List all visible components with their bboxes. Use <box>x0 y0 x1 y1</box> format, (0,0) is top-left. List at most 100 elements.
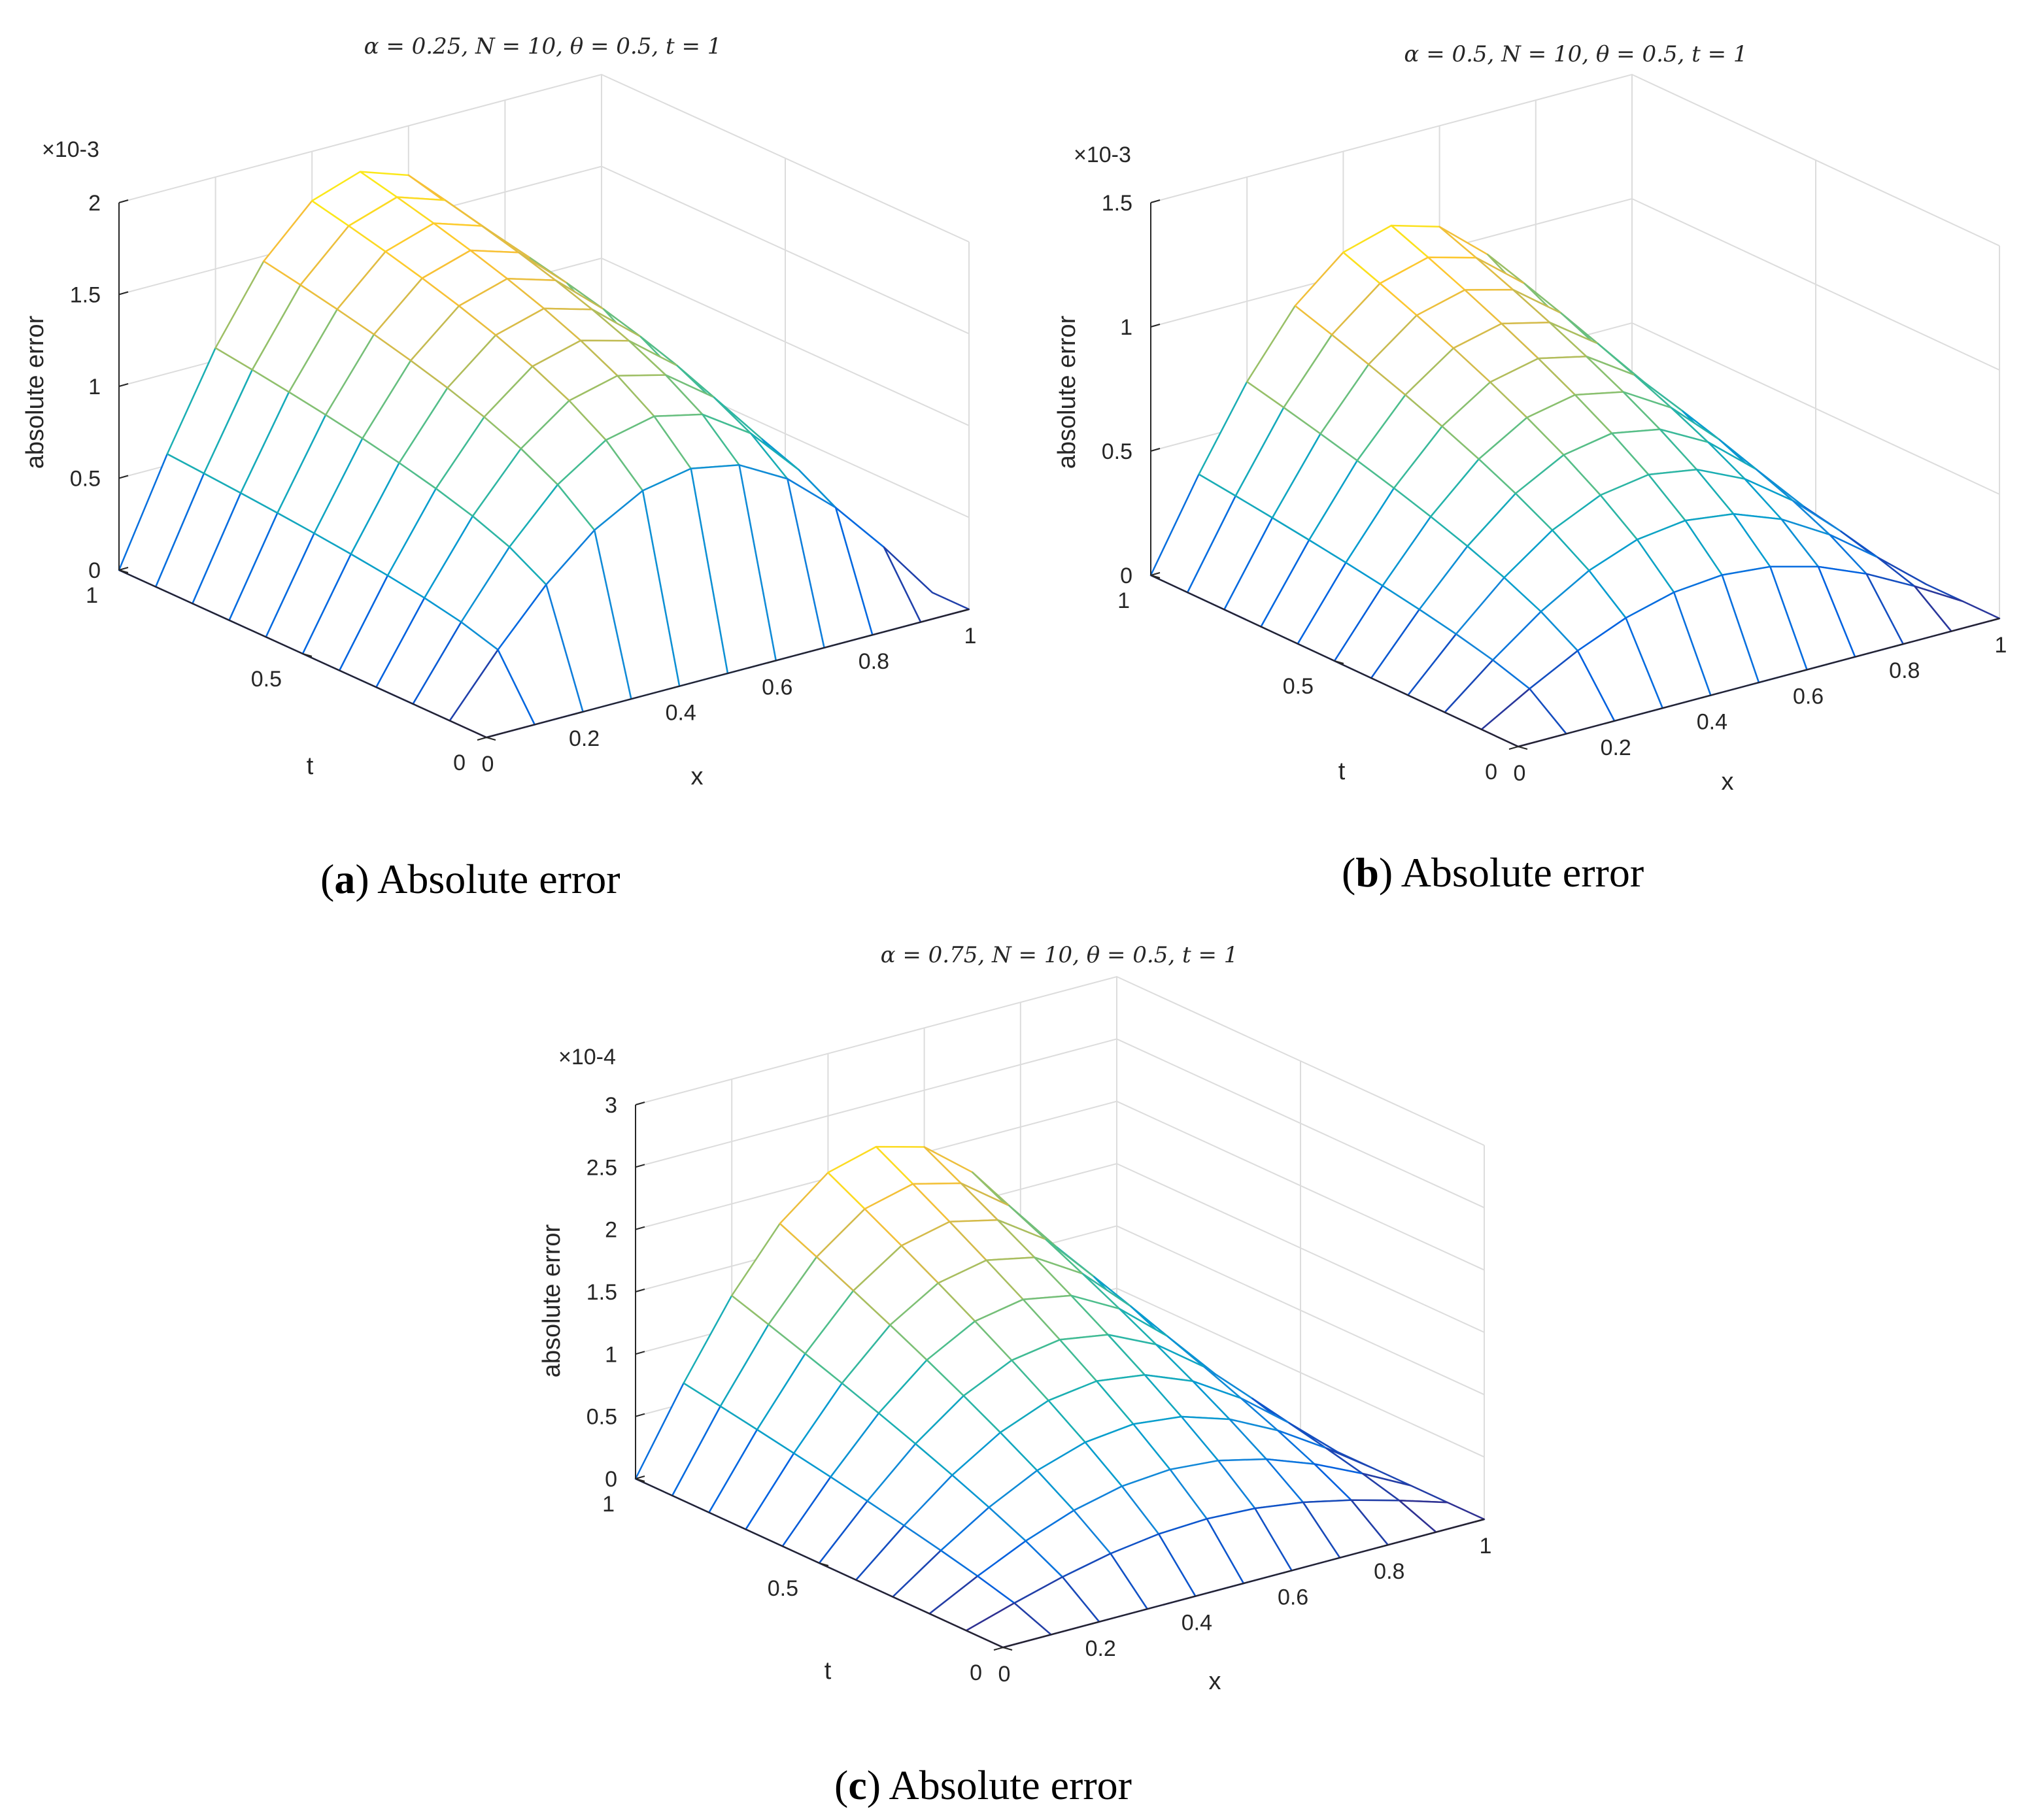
caption-c-letter: c <box>848 1762 866 1808</box>
x-tick-label: 0.4 <box>1182 1611 1212 1636</box>
t-tick <box>1518 746 1528 750</box>
grid-line <box>1150 73 2000 246</box>
z-tick-label: 1.5 <box>586 1280 617 1305</box>
t-tick <box>118 569 129 573</box>
caption-c: (c) Absolute error <box>834 1762 1132 1808</box>
panel-c-surface <box>634 1145 1486 1649</box>
z-tick <box>118 475 129 479</box>
z-tick <box>635 1475 645 1479</box>
x-tick <box>1894 643 1904 648</box>
x-tick-label: 0.8 <box>1374 1559 1404 1584</box>
x-tick <box>1089 1621 1100 1625</box>
x-tick-label: 0.8 <box>858 649 889 674</box>
x-tick <box>670 685 680 690</box>
x-tick <box>1797 669 1807 673</box>
panel-b-zlabel: absolute error <box>1053 315 1081 469</box>
x-axis-line <box>486 609 970 738</box>
x-tick-label: 0 <box>998 1662 1011 1687</box>
x-tick-label: 0.2 <box>569 726 600 751</box>
panel-b-multiplier: ×10-3 <box>1074 143 1131 167</box>
panel-b-ylabel: t <box>1338 758 1346 785</box>
z-tick <box>118 291 129 295</box>
x-tick-label: 0.4 <box>666 701 696 726</box>
x-tick <box>1282 1570 1292 1574</box>
x-tick-label: 1 <box>1995 633 2007 658</box>
t-tick <box>819 1562 829 1566</box>
caption-b: (b) Absolute error <box>1342 849 1644 896</box>
z-tick-label: 0.5 <box>70 467 101 492</box>
x-tick <box>1378 1544 1389 1549</box>
t-tick <box>1002 1647 1013 1651</box>
t-tick-label: 1 <box>86 583 98 608</box>
z-tick <box>635 1351 645 1355</box>
caption-a: (a) Absolute error <box>320 856 620 902</box>
z-tick-label: 1 <box>1120 315 1132 340</box>
panel-b-surface <box>1149 224 2001 748</box>
z-tick <box>1150 448 1161 452</box>
z-tick-label: 2 <box>88 191 101 216</box>
t-tick-label: 0.5 <box>251 667 282 692</box>
z-tick-label: 1.5 <box>1102 191 1132 216</box>
z-tick-label: 3 <box>605 1093 617 1118</box>
x-tick <box>477 737 487 741</box>
t-tick <box>635 1478 645 1482</box>
t-tick-label: 0.5 <box>768 1576 798 1601</box>
x-tick <box>573 711 583 715</box>
t-tick <box>1334 660 1344 664</box>
x-tick <box>993 1647 1004 1651</box>
panel-b-xlabel: x <box>1722 768 1734 796</box>
z-tick <box>1150 572 1161 576</box>
z-tick-label: 0 <box>1120 564 1132 588</box>
t-tick <box>486 737 496 741</box>
x-axis-line <box>1518 618 2000 747</box>
z-tick-label: 1 <box>605 1342 617 1367</box>
t-tick-label: 0 <box>970 1660 982 1685</box>
z-tick-label: 0 <box>88 558 101 583</box>
x-tick-label: 1 <box>964 624 977 649</box>
t-tick-label: 0 <box>453 750 466 775</box>
z-tick <box>1150 199 1161 203</box>
z-tick <box>635 1164 645 1168</box>
x-tick-label: 0 <box>1514 761 1526 786</box>
grid-line <box>635 1038 1485 1209</box>
t-tick-label: 0.5 <box>1283 674 1314 699</box>
x-tick-label: 0.6 <box>762 675 792 699</box>
grid-line <box>635 1100 1485 1271</box>
panel-c-xlabel: x <box>1209 1668 1221 1695</box>
panel-a-title: α = 0.25, N = 10, θ = 0.5, t = 1 <box>364 33 722 59</box>
x-tick-label: 0.8 <box>1889 658 1920 683</box>
z-tick <box>118 199 129 203</box>
x-tick-label: 0.6 <box>1278 1585 1308 1609</box>
panel-a-surface <box>118 171 970 739</box>
x-tick <box>863 634 873 639</box>
t-tick-label: 1 <box>602 1492 615 1517</box>
z-tick <box>635 1102 645 1105</box>
x-tick-label: 1 <box>1480 1534 1492 1559</box>
t-tick <box>302 653 313 657</box>
panel-a-ylabel: t <box>307 752 314 780</box>
z-tick-label: 2.5 <box>586 1155 617 1180</box>
caption-b-text: Absolute error <box>1393 849 1644 896</box>
caption-a-text: Absolute error <box>369 856 620 902</box>
x-axis-line <box>1002 1519 1485 1648</box>
z-tick <box>118 383 129 387</box>
z-tick <box>118 567 129 571</box>
x-tick-label: 0 <box>482 752 494 777</box>
x-tick <box>1701 694 1711 699</box>
panel-c-ylabel: t <box>824 1657 832 1685</box>
x-tick <box>1508 746 1519 750</box>
panel-c-multiplier: ×10-4 <box>558 1045 616 1070</box>
panel-a-multiplier: ×10-3 <box>42 137 99 162</box>
t-tick-label: 0 <box>1485 760 1497 784</box>
caption-b-letter: b <box>1355 849 1379 896</box>
t-tick <box>1150 575 1161 579</box>
z-tick-label: 0.5 <box>1102 439 1132 464</box>
panel-b-title: α = 0.5, N = 10, θ = 0.5, t = 1 <box>1404 41 1747 67</box>
